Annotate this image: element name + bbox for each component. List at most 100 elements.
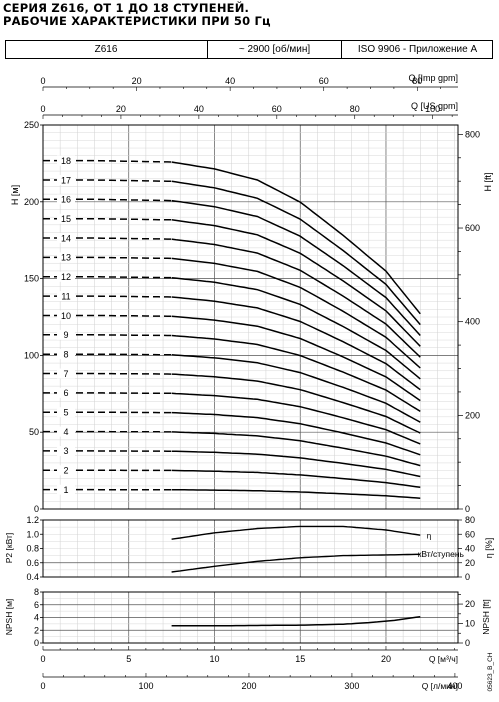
stage-label-bg <box>57 407 75 418</box>
npsh-panel <box>43 592 458 643</box>
head-y-axis-label: H [м] <box>10 185 20 205</box>
bottom-axis-tick-label: 10 <box>209 654 219 664</box>
eta-tick-label: 60 <box>465 529 475 539</box>
head-y-tick-label: 100 <box>24 350 39 360</box>
bottom-axis-label: Q [л/мин] <box>422 681 458 691</box>
bottom-axis-tick-label: 200 <box>241 681 256 691</box>
title-line-2: РАБОЧИЕ ХАРАКТЕРИСТИКИ ПРИ 50 Гц <box>3 14 271 28</box>
top-axis-tick-label: 0 <box>40 104 45 114</box>
npsh-ft-tick-label: 0 <box>465 638 470 648</box>
head-ft-tick-label: 400 <box>465 317 480 327</box>
stage-1-curve <box>171 488 421 499</box>
stage-label-bg <box>57 368 75 379</box>
stage-10-label: 10 <box>61 311 71 321</box>
top-axis-label: Q [Imp gpm] <box>408 73 458 83</box>
speed-cell: ~ 2900 [об/мин] <box>208 40 342 59</box>
stage-label-bg <box>57 233 75 244</box>
npsh-ft-axis-label: NPSH [ft] <box>481 599 491 634</box>
head-y-tick-label: 200 <box>24 197 39 207</box>
bottom-axis-tick-label: 15 <box>295 654 305 664</box>
stage-17-label: 17 <box>61 175 71 185</box>
stage-2-curve <box>171 469 421 489</box>
stage-label-bg <box>57 329 75 340</box>
stage-7-curve <box>171 373 421 434</box>
top-axis-tick-label: 80 <box>350 104 360 114</box>
top-axis-tick-label: 80 <box>412 76 422 86</box>
stage-6-curve <box>171 392 421 445</box>
npsh-curve <box>171 615 421 627</box>
stage-6-label: 6 <box>63 388 68 398</box>
stage-label-bg <box>57 349 75 360</box>
head-ft-axis-label: H [ft] <box>483 172 493 191</box>
stage-1-label: 1 <box>63 485 68 495</box>
stage-label-bg <box>57 271 75 282</box>
npsh-y-tick-label: 2 <box>34 625 39 635</box>
stage-label-bg <box>57 174 75 185</box>
stage-3-label: 3 <box>63 446 68 456</box>
power-y-tick-label: 1.2 <box>26 515 39 525</box>
top-axis-tick-label: 40 <box>194 104 204 114</box>
head-y-tick-label: 0 <box>34 504 39 514</box>
stage-11-label: 11 <box>61 291 70 301</box>
bottom-axis-label: Q [м³/ч] <box>429 654 458 664</box>
bottom-axis-tick-label: 100 <box>138 681 153 691</box>
stage-18-label: 18 <box>61 156 71 166</box>
top-axis-tick-label: 60 <box>272 104 282 114</box>
bottom-axis-tick-label: 300 <box>344 681 359 691</box>
bottom-axis-tick-label: 0 <box>40 681 45 691</box>
stage-5-curve <box>171 411 421 456</box>
bottom-axis-tick-label: 5 <box>126 654 131 664</box>
stage-15-label: 15 <box>61 214 71 224</box>
stage-12-curve <box>171 276 421 380</box>
top-axis-tick-label: 20 <box>116 104 126 114</box>
stage-15-curve <box>171 219 421 347</box>
bottom-axis-tick-label: 400 <box>447 681 462 691</box>
efficiency-curve <box>171 525 421 540</box>
top-axis-tick-label: 60 <box>319 76 329 86</box>
eta-tick-label: 0 <box>465 572 470 582</box>
top-axis-tick-label: 0 <box>40 76 45 86</box>
model-cell: Z616 <box>5 40 208 59</box>
stage-7-label: 7 <box>63 369 68 379</box>
head-plot-frame <box>42 124 459 510</box>
stage-label-bg <box>57 465 75 476</box>
standard-label: ISO 9906 - Приложение A <box>357 44 478 55</box>
eta-axis-label: η [%] <box>484 538 494 559</box>
info-header-box <box>5 40 493 59</box>
chart-title: СЕРИЯ Z616, ОТ 1 ДО 18 СТУПЕНЕЙ. РАБОЧИЕ… <box>3 2 271 28</box>
stage-14-label: 14 <box>61 233 71 243</box>
power-series-label: кВт/ступень <box>418 549 465 559</box>
head-y-tick-label: 50 <box>29 427 39 437</box>
power-y-tick-label: 0.4 <box>26 572 39 582</box>
stage-4-curve <box>171 431 421 467</box>
stage-12-label: 12 <box>61 272 71 282</box>
stage-label-bg <box>57 213 75 224</box>
stage-8-label: 8 <box>63 349 68 359</box>
top-axis-label: Q [US gpm] <box>411 101 458 111</box>
stage-13-label: 13 <box>61 253 71 263</box>
head-ft-tick-label: 200 <box>465 410 480 420</box>
stage-label-bg <box>57 484 75 495</box>
eta-tick-label: 80 <box>465 515 475 525</box>
standard-cell: ISO 9906 - Приложение A <box>342 40 493 59</box>
stage-2-label: 2 <box>63 466 68 476</box>
head-ft-tick-label: 600 <box>465 223 480 233</box>
stage-label-bg <box>57 387 75 398</box>
power-y-axis-label: P2 [кВт] <box>4 533 14 563</box>
speed-label: ~ 2900 [об/мин] <box>238 44 311 55</box>
stage-3-curve <box>171 450 421 478</box>
title-line-1: СЕРИЯ Z616, ОТ 1 ДО 18 СТУПЕНЕЙ. <box>3 1 250 15</box>
npsh-y-tick-label: 8 <box>34 587 39 597</box>
top-axis-tick-label: 100 <box>425 104 440 114</box>
power-y-tick-label: 0.8 <box>26 544 39 554</box>
power-y-tick-label: 0.6 <box>26 558 39 568</box>
npsh-y-tick-label: 0 <box>34 638 39 648</box>
stage-8-curve <box>171 354 421 423</box>
head-y-tick-label: 250 <box>24 120 39 130</box>
bottom-axis-tick-label: 20 <box>381 654 391 664</box>
top-axis-tick-label: 40 <box>225 76 235 86</box>
stage-5-label: 5 <box>63 408 68 418</box>
npsh-ft-tick-label: 10 <box>465 619 475 629</box>
bottom-axis-tick-label: 0 <box>40 654 45 664</box>
